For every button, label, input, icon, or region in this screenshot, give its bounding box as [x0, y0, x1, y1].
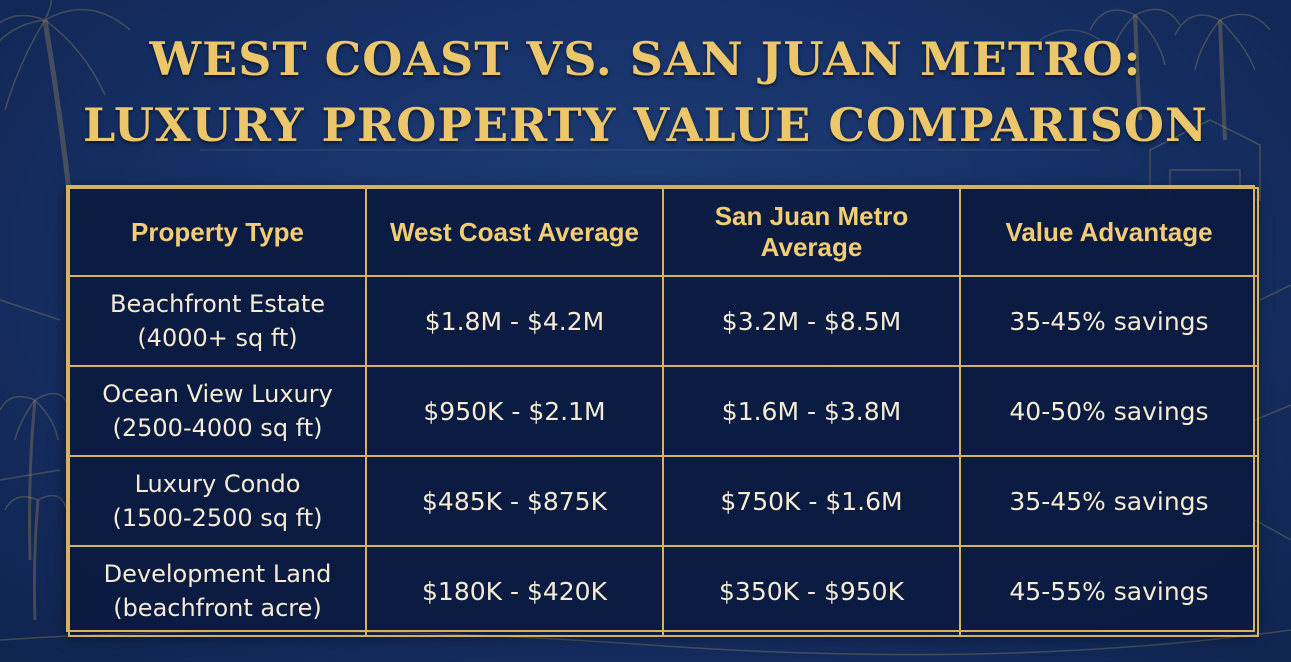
property-type-detail: (4000+ sq ft) — [137, 324, 298, 352]
value-advantage: 35-45% savings — [959, 455, 1259, 547]
property-type-name: Beachfront Estate — [109, 290, 326, 318]
property-type-name: Development Land — [103, 560, 332, 588]
comparison-table: Property Type West Coast Average San Jua… — [66, 185, 1259, 637]
table-row: Beachfront Estate (4000+ sq ft) $1.8M - … — [68, 275, 1259, 367]
table-header-row: Property Type West Coast Average San Jua… — [68, 187, 1259, 277]
column-header-value-advantage: Value Advantage — [959, 187, 1259, 277]
property-type-name: Ocean View Luxury — [102, 380, 333, 408]
west-coast-value: $1.8M - $4.2M — [365, 275, 664, 367]
property-type-detail: (2500-4000 sq ft) — [112, 414, 323, 442]
table-row: Luxury Condo (1500-2500 sq ft) $485K - $… — [68, 455, 1259, 547]
table-row: Ocean View Luxury (2500-4000 sq ft) $950… — [68, 365, 1259, 457]
property-type-cell: Luxury Condo (1500-2500 sq ft) — [68, 455, 367, 547]
west-coast-value: $485K - $875K — [365, 455, 664, 547]
san-juan-value: $3.2M - $8.5M — [662, 275, 961, 367]
property-type-cell: Ocean View Luxury (2500-4000 sq ft) — [68, 365, 367, 457]
column-header-west-coast: West Coast Average — [365, 187, 664, 277]
page-title-line-2: LUXURY PROPERTY VALUE COMPARISON — [83, 98, 1208, 152]
column-header-property-type: Property Type — [68, 187, 367, 277]
value-advantage: 45-55% savings — [959, 545, 1259, 637]
table-row: Development Land (beachfront acre) $180K… — [68, 545, 1259, 637]
west-coast-value: $950K - $2.1M — [365, 365, 664, 457]
column-header-san-juan: San Juan Metro Average — [662, 187, 961, 277]
value-advantage: 35-45% savings — [959, 275, 1259, 367]
san-juan-value: $750K - $1.6M — [662, 455, 961, 547]
san-juan-value: $350K - $950K — [662, 545, 961, 637]
property-type-detail: (beachfront acre) — [113, 594, 322, 622]
west-coast-value: $180K - $420K — [365, 545, 664, 637]
property-type-cell: Beachfront Estate (4000+ sq ft) — [68, 275, 367, 367]
property-type-name: Luxury Condo — [134, 470, 301, 498]
property-type-cell: Development Land (beachfront acre) — [68, 545, 367, 637]
page-title-line-1: WEST COAST VS. SAN JUAN METRO: — [149, 32, 1142, 86]
property-type-detail: (1500-2500 sq ft) — [112, 504, 323, 532]
san-juan-value: $1.6M - $3.8M — [662, 365, 961, 457]
value-advantage: 40-50% savings — [959, 365, 1259, 457]
